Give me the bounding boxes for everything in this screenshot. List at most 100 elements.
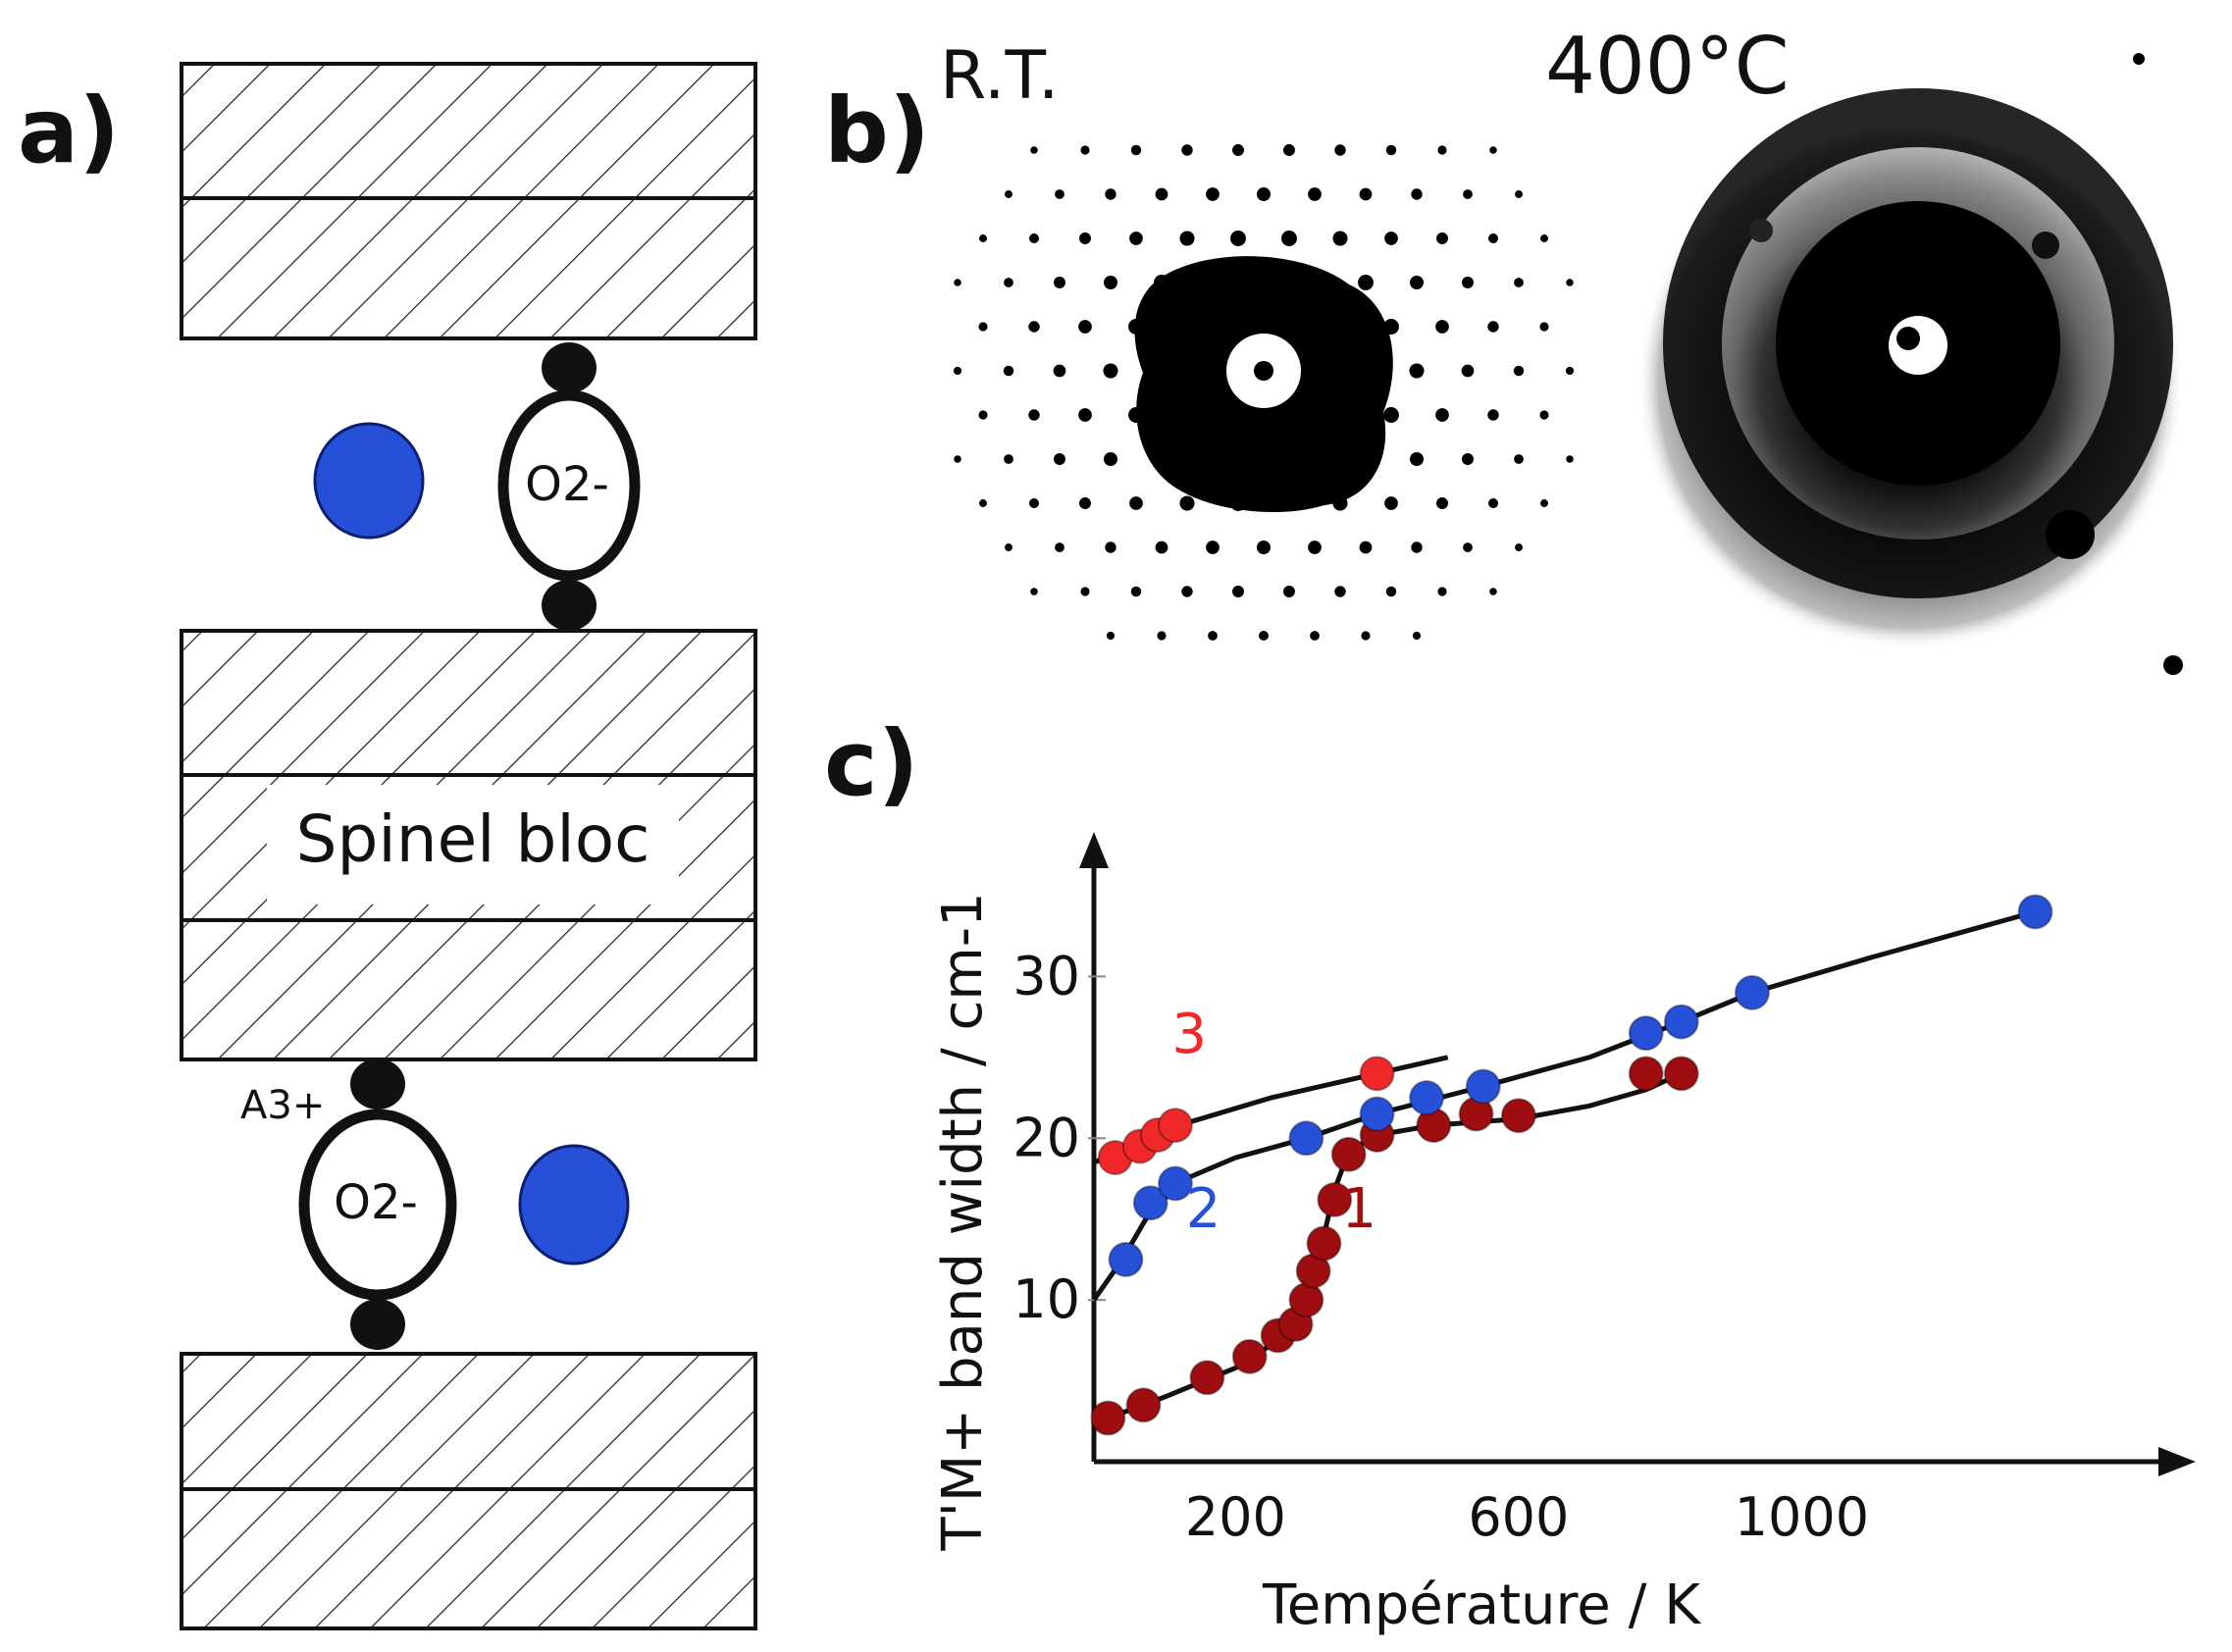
diffraction-spot xyxy=(1005,190,1012,198)
panel-c-label: c) xyxy=(824,711,919,816)
data-point-series-2 xyxy=(1108,1241,1144,1277)
series-points xyxy=(1090,894,2053,1436)
diffraction-spot xyxy=(1487,321,1499,333)
diffraction-spot xyxy=(1384,232,1398,245)
diffraction-spot xyxy=(1514,454,1524,464)
cation-dot xyxy=(350,1058,405,1110)
x-tick-label: 1000 xyxy=(1735,1486,1869,1548)
diffraction-spot xyxy=(1232,586,1244,597)
series-label-2: 2 xyxy=(1186,1177,1221,1241)
data-point-series-2 xyxy=(1132,1185,1168,1221)
x-tick-label: 600 xyxy=(1468,1486,1569,1548)
diffraction-spot xyxy=(1334,586,1346,597)
diffraction-spot xyxy=(1054,453,1065,465)
diffraction-spot xyxy=(1463,542,1473,552)
diffraction-spot xyxy=(1029,233,1039,243)
diffraction-spot xyxy=(1461,364,1475,378)
diffraction-spot xyxy=(1129,496,1143,510)
diffraction-spot xyxy=(1155,541,1168,554)
panel-a: a) Spinel bloc O2- xyxy=(18,62,757,1630)
diffraction-spot xyxy=(1078,320,1092,334)
data-point-series-2 xyxy=(1157,1165,1193,1202)
cation-dot xyxy=(542,342,597,393)
data-point-series-2 xyxy=(1734,974,1770,1010)
diffraction-spot xyxy=(1054,277,1065,288)
data-point-series-1 xyxy=(1663,1056,1699,1092)
data-point-series-3 xyxy=(1359,1056,1395,1092)
oxygen-ion xyxy=(298,1109,457,1301)
hatched-block-bottom xyxy=(180,1352,757,1630)
y-tick-label: 30 xyxy=(1012,945,1080,1007)
diffraction-spot xyxy=(1463,189,1473,199)
y-tick-label: 10 xyxy=(1012,1268,1080,1330)
diffraction-spot xyxy=(1489,146,1497,154)
data-point-series-1 xyxy=(1330,1136,1367,1172)
series-label-1: 1 xyxy=(1342,1177,1377,1241)
diffraction-spot xyxy=(1181,144,1193,156)
diffraction-spot xyxy=(1540,499,1548,507)
diffraction-spot xyxy=(1028,321,1040,333)
diffraction-spot xyxy=(979,234,987,242)
diffraction-spot xyxy=(1055,542,1064,552)
diffraction-spot xyxy=(1106,631,1116,641)
data-point-series-1 xyxy=(1628,1056,1664,1092)
data-point-series-2 xyxy=(2017,894,2053,930)
diffraction-spot xyxy=(1566,455,1574,463)
diffraction-spot xyxy=(978,410,988,420)
cation-dot xyxy=(350,1299,405,1350)
diffraction-spot xyxy=(1437,587,1447,596)
oxygen-label-top: O2- xyxy=(525,457,609,512)
y-axis-arrow xyxy=(1079,832,1109,868)
diffraction-spot xyxy=(1078,408,1092,422)
diffraction-spot xyxy=(1566,279,1574,286)
diffraction-spot xyxy=(1410,276,1424,289)
panel-b: b) R.T. 400°C xyxy=(824,21,2185,675)
diffraction-spot xyxy=(1435,408,1449,422)
data-point-series-1 xyxy=(1288,1282,1324,1318)
diffraction-spot xyxy=(1105,542,1116,553)
diffraction-spot xyxy=(1383,407,1399,423)
data-point-series-2 xyxy=(1663,1004,1699,1040)
diffraction-spot xyxy=(1412,631,1422,641)
diffraction-spot xyxy=(1179,495,1195,511)
diffraction-spot xyxy=(1515,543,1523,551)
diffraction-spot xyxy=(1385,586,1397,597)
diffraction-spot xyxy=(1104,452,1117,466)
diffraction-spot xyxy=(1080,145,1090,155)
diffraction-spot xyxy=(1385,144,1397,156)
diffraction-spot xyxy=(1257,187,1271,201)
diffraction-spot xyxy=(1130,586,1142,597)
oxygen-label-bottom: O2- xyxy=(334,1175,418,1230)
diffraction-spot xyxy=(1155,187,1168,201)
diffraction-spot xyxy=(1029,498,1039,508)
diffraction-spot xyxy=(1436,232,1448,244)
diffraction-spot xyxy=(1055,189,1064,199)
panel-a-label: a) xyxy=(18,78,120,183)
x-axis-title: Température / K xyxy=(1262,1574,1701,1637)
diffraction-spot xyxy=(1181,586,1193,597)
oxygen-bridge-top: O2- xyxy=(313,342,641,631)
diffraction-spot xyxy=(1384,496,1398,510)
data-point-series-1 xyxy=(1189,1360,1225,1396)
data-point-series-2 xyxy=(1628,1015,1664,1052)
series-lines xyxy=(1091,909,2037,1420)
panel-b-label: b) xyxy=(824,78,930,183)
diffraction-spot xyxy=(1332,231,1348,246)
data-point-series-2 xyxy=(1359,1096,1395,1132)
diffraction-spot xyxy=(1232,144,1244,156)
diffraction-spot xyxy=(1514,278,1524,287)
spinel-block: Spinel bloc xyxy=(180,629,757,1061)
spinel-block-label: Spinel bloc xyxy=(296,801,650,877)
diffraction-spot xyxy=(1206,187,1220,201)
diffraction-spot xyxy=(1411,542,1423,553)
diffraction-spot xyxy=(954,279,961,286)
diffraction-spot xyxy=(1410,452,1424,466)
diffraction-spot xyxy=(1462,277,1474,288)
cation-dot xyxy=(542,580,597,631)
diffraction-spot xyxy=(1079,232,1091,244)
diffraction-spot xyxy=(1208,631,1218,641)
diffraction-spot xyxy=(1513,365,1525,377)
diffraction-spot xyxy=(1283,586,1295,597)
diffraction-spot xyxy=(1105,188,1116,200)
diffraction-spot xyxy=(1308,541,1322,554)
